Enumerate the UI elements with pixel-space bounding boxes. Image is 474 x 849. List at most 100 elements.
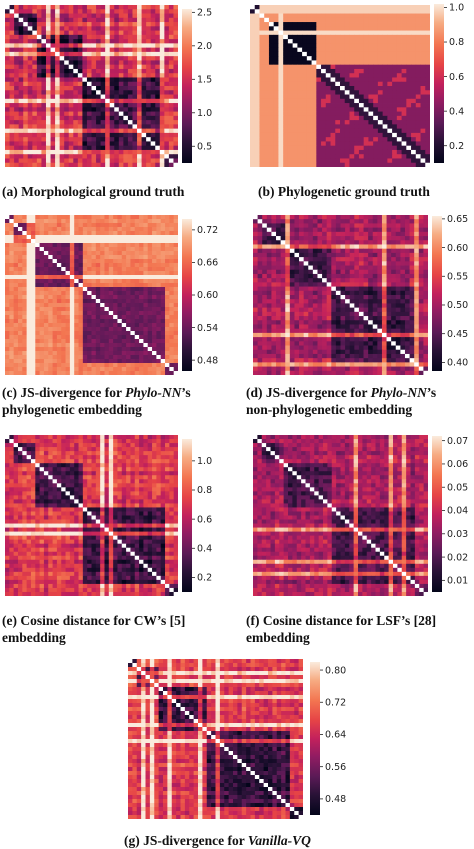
heatmap-cell	[392, 48, 397, 53]
heatmap-cell	[61, 367, 66, 371]
heatmap-cell	[101, 99, 106, 104]
heatmap-cell	[392, 120, 397, 125]
heatmap-d	[253, 215, 428, 375]
heatmap-cell	[269, 73, 274, 78]
heatmap-cell	[156, 243, 161, 247]
heatmap-cell	[326, 163, 331, 167]
heatmap-cell	[392, 124, 397, 129]
heatmap-cell	[119, 150, 124, 155]
heatmap-cell	[312, 146, 317, 151]
heatmap-cell	[269, 163, 274, 167]
heatmap-cell	[307, 103, 312, 108]
heatmap-cell	[302, 141, 307, 146]
heatmap-cell	[165, 219, 170, 223]
heatmap-cell	[60, 43, 65, 48]
heatmap-cell	[308, 219, 313, 224]
heatmap-cell	[269, 137, 274, 142]
heatmap-cell	[53, 219, 58, 223]
heatmap-cell	[132, 60, 137, 65]
heatmap-cell	[74, 271, 79, 275]
heatmap-cell	[22, 355, 27, 359]
heatmap-cell	[78, 133, 83, 138]
heatmap-cell	[321, 146, 326, 151]
heatmap-cell	[35, 343, 40, 347]
heatmap-cell	[113, 227, 118, 231]
heatmap-cell	[340, 69, 345, 74]
heatmap-cell	[10, 99, 15, 104]
heatmap-cell	[87, 154, 92, 159]
heatmap-cell	[9, 295, 14, 299]
heatmap-cell	[173, 5, 178, 10]
heatmap-cell	[41, 5, 46, 10]
heatmap-cell	[87, 219, 92, 223]
heatmap-cell	[122, 295, 127, 299]
heatmap-cell	[391, 261, 396, 266]
heatmap-cell	[122, 299, 127, 303]
heatmap-cell	[5, 86, 10, 91]
heatmap-cell	[114, 82, 119, 87]
heatmap-cell	[322, 232, 327, 237]
heatmap-cell	[294, 249, 299, 254]
heatmap-cell	[416, 99, 421, 104]
heatmap-cell	[425, 73, 430, 78]
heatmap-cell	[359, 236, 364, 241]
heatmap-cell	[331, 133, 336, 138]
heatmap-cell	[10, 5, 15, 10]
colorbar-tick-label: 1.0	[197, 108, 212, 119]
heatmap-cell	[40, 327, 45, 331]
heatmap-cell	[269, 48, 274, 53]
heatmap-cell	[164, 5, 169, 10]
heatmap-cell	[364, 60, 369, 65]
heatmap-cell	[14, 18, 19, 23]
heatmap-cell	[51, 141, 56, 146]
heatmap-cell	[274, 43, 279, 48]
heatmap-cell	[402, 129, 407, 134]
heatmap-cell	[146, 141, 151, 146]
heatmap-cell	[406, 35, 411, 40]
heatmap-cell	[164, 137, 169, 142]
heatmap-cell	[396, 244, 401, 249]
heatmap-cell	[312, 18, 317, 23]
heatmap-cell	[152, 331, 157, 335]
heatmap-cell	[35, 327, 40, 331]
heatmap-cell	[378, 14, 383, 19]
heatmap-cell	[78, 103, 83, 108]
heatmap-cell	[271, 223, 276, 228]
heatmap-cell	[22, 339, 27, 343]
heatmap-cell	[302, 56, 307, 61]
heatmap-cell	[250, 31, 255, 36]
heatmap-cell	[104, 331, 109, 335]
heatmap-cell	[44, 255, 49, 259]
heatmap-cell	[285, 232, 290, 237]
heatmap-cell	[128, 112, 133, 117]
heatmap-cell	[64, 112, 69, 117]
heatmap-cell	[269, 107, 274, 112]
heatmap-cell	[411, 150, 416, 155]
heatmap-cell	[327, 249, 332, 254]
heatmap-cell	[419, 236, 424, 241]
heatmap-cell	[169, 116, 174, 121]
heatmap-cell	[425, 129, 430, 134]
heatmap-cell	[64, 77, 69, 82]
heatmap-cell	[128, 60, 133, 65]
heatmap-cell	[278, 163, 283, 167]
heatmap-cell	[79, 251, 84, 255]
heatmap-cell	[117, 231, 122, 235]
heatmap-cell	[161, 371, 166, 375]
heatmap-cell	[69, 120, 74, 125]
heatmap-cell	[53, 247, 58, 251]
heatmap-cell	[55, 65, 60, 70]
heatmap-cell	[46, 99, 51, 104]
heatmap-cell	[14, 267, 19, 271]
heatmap-cell	[57, 275, 62, 279]
heatmap-cell	[104, 243, 109, 247]
heatmap-cell	[316, 154, 321, 159]
heatmap-cell	[416, 163, 421, 167]
heatmap-cell	[253, 253, 258, 258]
heatmap-cell	[40, 303, 45, 307]
heatmap-cell	[264, 69, 269, 74]
heatmap-cell	[101, 163, 106, 167]
heatmap-cell	[313, 257, 318, 262]
heatmap-cell	[359, 35, 364, 40]
heatmap-cell	[354, 137, 359, 142]
